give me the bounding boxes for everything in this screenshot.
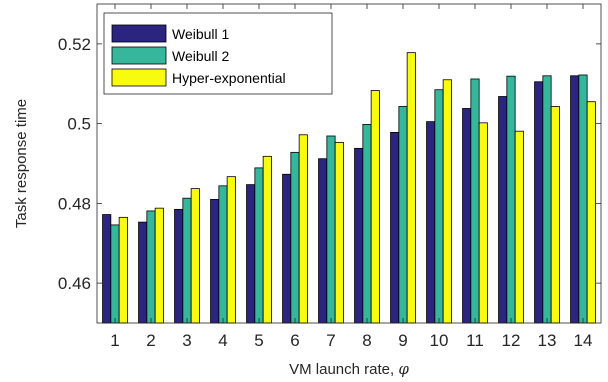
bar-series-2-cat-10 bbox=[434, 89, 444, 324]
x-tick-label: 11 bbox=[466, 331, 484, 350]
bar-series-2-cat-1 bbox=[110, 224, 120, 324]
bar-series-2-cat-12 bbox=[506, 75, 516, 324]
bar-series-3-cat-10 bbox=[442, 79, 452, 324]
x-tick-label: 4 bbox=[218, 331, 227, 350]
x-tick-label: 8 bbox=[362, 331, 371, 350]
bar-series-2-cat-7 bbox=[326, 135, 336, 324]
bar-series-2-cat-13 bbox=[542, 75, 552, 324]
bar-series-1-cat-9 bbox=[390, 131, 400, 324]
bar-series-3-cat-1 bbox=[118, 216, 128, 324]
x-tick-label: 10 bbox=[430, 331, 449, 350]
bar-series-2-cat-9 bbox=[398, 106, 408, 324]
bar-series-1-cat-10 bbox=[426, 121, 436, 324]
x-tick-label: 5 bbox=[254, 331, 263, 350]
y-tick-label: 0.46 bbox=[58, 274, 91, 293]
bar-series-3-cat-13 bbox=[550, 106, 560, 324]
bar-series-2-cat-4 bbox=[218, 185, 228, 324]
bar-series-2-cat-11 bbox=[470, 78, 480, 324]
bar-series-1-cat-13 bbox=[534, 81, 544, 324]
legend-label-series-2: Weibull 2 bbox=[172, 48, 230, 64]
bar-series-2-cat-14 bbox=[578, 74, 588, 324]
x-tick-label: 6 bbox=[290, 331, 299, 350]
legend-swatch-series-2 bbox=[111, 46, 167, 65]
x-tick-label: 3 bbox=[182, 331, 191, 350]
x-axis-label-symbol: φ bbox=[398, 360, 409, 378]
bar-series-3-cat-4 bbox=[226, 176, 236, 324]
x-tick-label: 2 bbox=[146, 331, 155, 350]
bar-series-2-cat-5 bbox=[254, 167, 264, 324]
bar-series-1-cat-5 bbox=[246, 184, 256, 324]
bar-series-1-cat-4 bbox=[210, 198, 220, 324]
legend-label-series-1: Weibull 1 bbox=[172, 26, 230, 42]
bar-series-1-cat-6 bbox=[282, 173, 292, 324]
bar-series-3-cat-11 bbox=[478, 122, 488, 324]
bar-series-2-cat-3 bbox=[182, 197, 192, 324]
x-tick-label: 1 bbox=[110, 331, 119, 350]
bar-series-3-cat-7 bbox=[334, 141, 344, 324]
bar-series-3-cat-9 bbox=[406, 52, 416, 324]
x-tick-label: 9 bbox=[398, 331, 407, 350]
bar-series-1-cat-11 bbox=[462, 108, 472, 324]
bar-series-3-cat-5 bbox=[262, 155, 272, 324]
bar-series-1-cat-2 bbox=[138, 221, 148, 324]
legend-swatch-series-3 bbox=[111, 68, 167, 87]
x-axis-label: VM launch rate, φ bbox=[289, 360, 409, 378]
x-tick-label: 14 bbox=[574, 331, 593, 350]
legend-swatch-series-1 bbox=[111, 24, 167, 43]
x-tick-label: 7 bbox=[326, 331, 335, 350]
bar-series-1-cat-14 bbox=[570, 75, 580, 324]
legend-label-series-3: Hyper-exponential bbox=[172, 70, 286, 86]
plot-frame bbox=[96, 3, 602, 324]
bar-series-2-cat-8 bbox=[362, 124, 372, 324]
bar-series-3-cat-8 bbox=[370, 90, 380, 324]
bar-series-1-cat-7 bbox=[318, 158, 328, 324]
y-tick-label: 0.5 bbox=[67, 115, 91, 134]
bar-series-3-cat-14 bbox=[586, 101, 596, 324]
bar-series-1-cat-3 bbox=[174, 208, 184, 324]
x-tick-label: 13 bbox=[538, 331, 557, 350]
bar-series-1-cat-8 bbox=[354, 147, 364, 324]
x-tick-label: 12 bbox=[502, 331, 521, 350]
y-tick-label: 0.52 bbox=[58, 35, 91, 54]
bar-series-2-cat-6 bbox=[290, 151, 300, 324]
bar-series-3-cat-2 bbox=[154, 207, 164, 324]
bar-series-3-cat-6 bbox=[298, 134, 308, 324]
bar-series-3-cat-12 bbox=[514, 130, 524, 324]
y-axis-label: Task response time bbox=[13, 99, 30, 228]
bar-series-2-cat-2 bbox=[146, 210, 156, 324]
bar-series-1-cat-12 bbox=[498, 96, 508, 324]
bar-series-1-cat-1 bbox=[102, 214, 112, 324]
y-tick-label: 0.48 bbox=[58, 194, 91, 213]
bar-series-3-cat-3 bbox=[190, 188, 200, 324]
